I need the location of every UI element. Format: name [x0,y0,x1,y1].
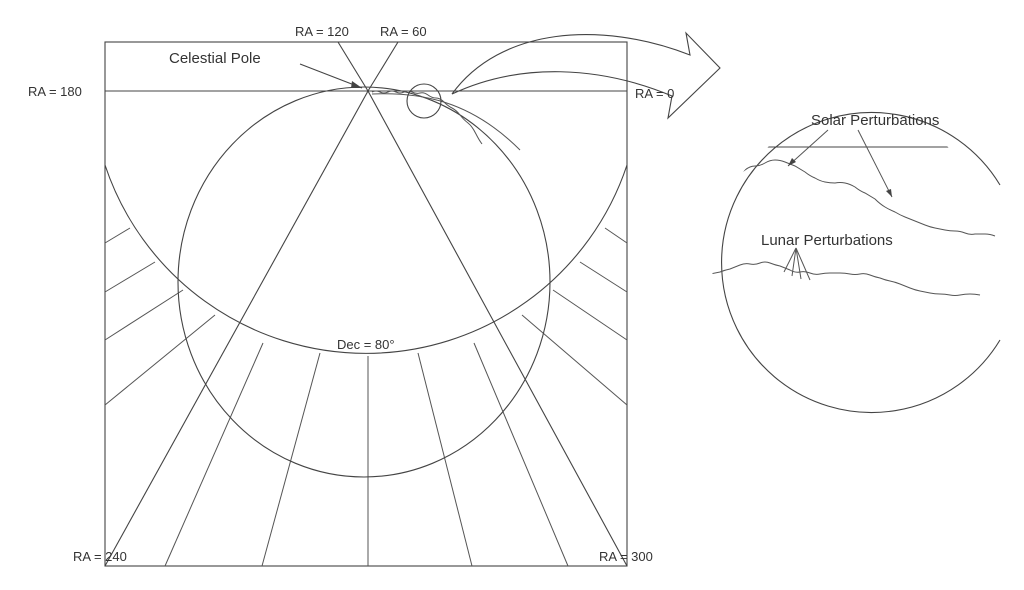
radial-line [164,342,264,567]
label-solar-perturbations: Solar Perturbations [811,112,939,129]
ra-line-300 [367,90,628,567]
radial-line [552,289,628,341]
ra-line-60 [367,41,399,92]
zoom-circle [406,83,442,119]
zoom-inset [712,111,1004,414]
label-celestial-pole: Celestial Pole [169,50,261,67]
ra-line-120 [337,41,369,92]
magnify-arrow [451,31,721,120]
radial-lines [104,227,628,567]
solar-perturbation-curve [712,159,996,237]
radial-line [473,342,569,567]
solar-pointer-right [857,129,893,198]
celestial-pole-arrow [299,63,363,89]
radial-line [104,261,156,293]
radial-line [104,314,216,406]
label-ra-240: RA = 240 [73,549,127,564]
label-ra-300: RA = 300 [599,549,653,564]
lunar-pointers [783,247,811,281]
pole-path-ellipse [177,86,551,478]
solar-pointer-left [787,129,829,167]
dec-80-circle [104,164,628,354]
perturbation-path [371,90,483,145]
radial-line [417,352,473,567]
ra-line-240 [104,90,369,567]
label-dec-80: Dec = 80° [337,337,395,352]
plot-frame [104,41,628,567]
radial-line [521,314,628,406]
perturbation-path-inner [371,93,521,151]
radial-line [261,352,321,567]
label-ra-60: RA = 60 [380,24,427,39]
radial-line [104,289,184,341]
label-ra-120: RA = 120 [295,24,349,39]
lunar-perturbation-curve [712,261,981,296]
label-lunar-perturbations: Lunar Perturbations [761,232,893,249]
label-ra-180: RA = 180 [28,84,82,99]
radial-line [604,227,628,244]
ra-lines [104,41,628,567]
radial-line [579,261,628,293]
label-ra-0: RA = 0 [635,86,674,101]
inset-circle [721,111,1001,414]
radial-line [104,227,131,244]
